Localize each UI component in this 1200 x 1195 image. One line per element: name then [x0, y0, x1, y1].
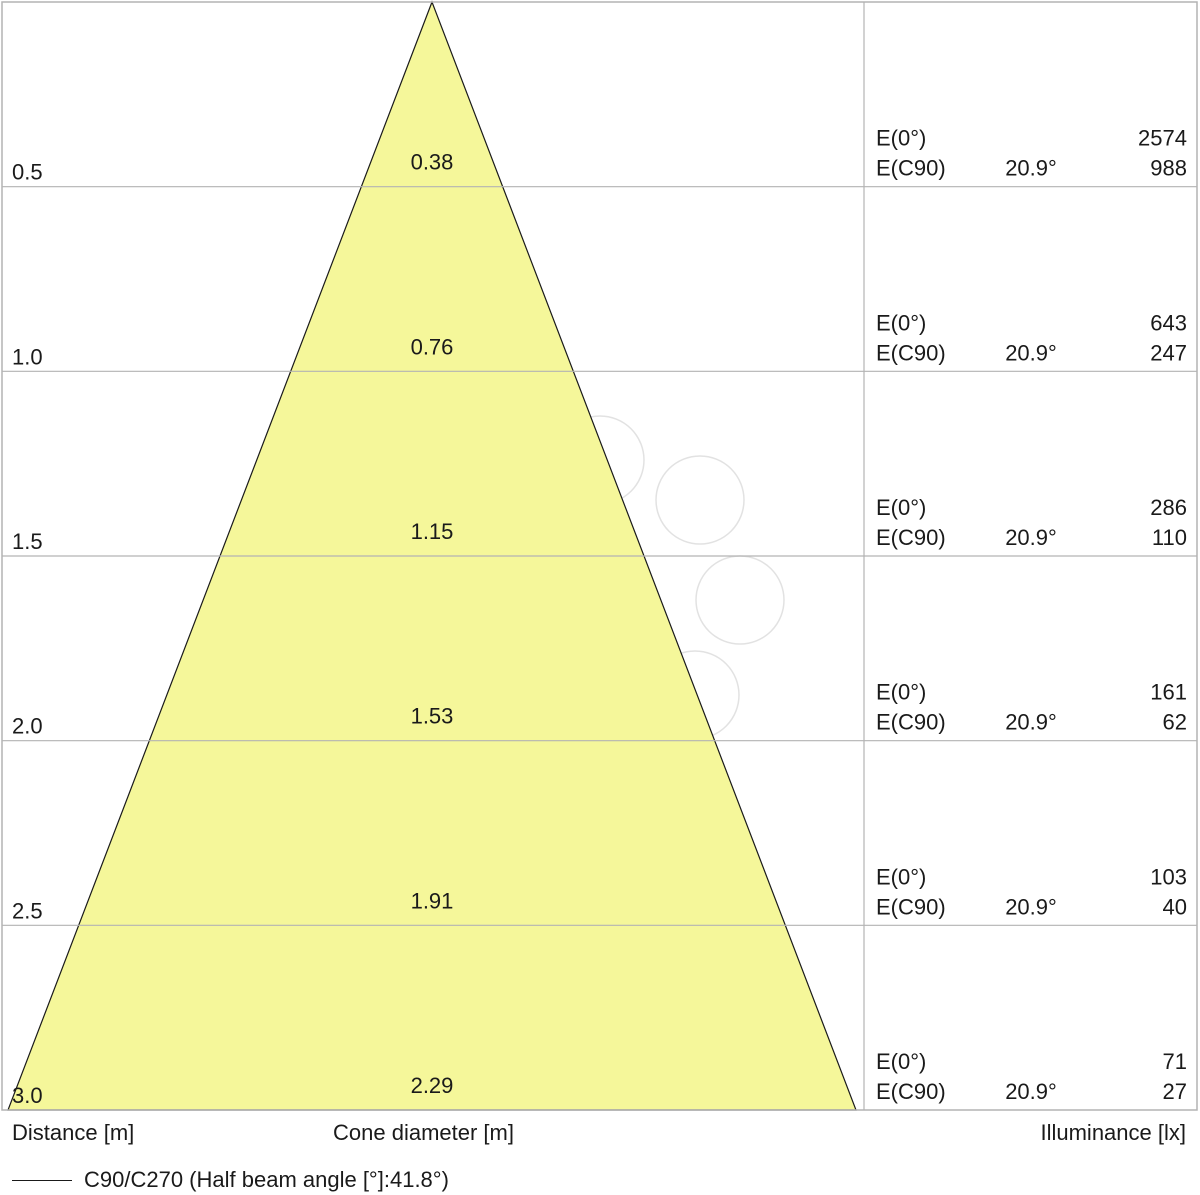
ec90-value: 27	[1163, 1079, 1187, 1104]
distance-axis-label: Distance [m]	[12, 1120, 135, 1145]
grid-lines	[1, 1, 1198, 1111]
half-angle-value: 20.9°	[1005, 1079, 1057, 1104]
half-angle-value: 20.9°	[1005, 710, 1057, 735]
ec90-value: 988	[1150, 156, 1187, 181]
legend-label-suffix: )	[441, 1167, 449, 1192]
cone-diameter-value: 1.91	[411, 888, 454, 913]
e0-value: 286	[1150, 495, 1187, 520]
legend: C90/C270 (Half beam angle [°]: 41.8°)	[12, 1166, 449, 1194]
e0-value: 71	[1163, 1049, 1187, 1074]
e0-label: E(0°)	[876, 495, 926, 520]
e0-label: E(0°)	[876, 126, 926, 151]
distance-tick-label: 0.5	[12, 160, 43, 185]
e0-value: 161	[1150, 680, 1187, 705]
half-angle-value: 20.9°	[1005, 156, 1057, 181]
legend-label-prefix: C90/C270 (Half beam angle [°]:	[84, 1167, 390, 1192]
e0-value: 103	[1150, 864, 1187, 889]
distance-tick-label: 1.5	[12, 529, 43, 554]
cone-diameter-value: 1.53	[411, 704, 454, 729]
half-angle-value: 20.9°	[1005, 525, 1057, 550]
legend-half-beam-angle: 41.8°	[389, 1167, 442, 1192]
cone-diagram: 0.5 0.38 E(0°) 2574 E(C90) 20.9° 988 1.0 0.76 E(0…	[1, 0, 1198, 1111]
cone-diameter-value: 0.76	[411, 334, 454, 359]
e0-value: 2574	[1138, 126, 1187, 151]
cone-diameter-value: 2.29	[411, 1073, 454, 1098]
distance-tick-label: 3.0	[12, 1083, 43, 1108]
ec90-label: E(C90)	[876, 710, 946, 735]
ec90-value: 110	[1152, 525, 1187, 550]
ec90-value: 247	[1150, 340, 1187, 365]
ec90-label: E(C90)	[876, 340, 946, 365]
row-labels: 0.5 0.38 E(0°) 2574 E(C90) 20.9° 988 1.0 0.76 E(0…	[12, 126, 1187, 1108]
e0-label: E(0°)	[876, 680, 926, 705]
half-angle-value: 20.9°	[1005, 894, 1057, 919]
cone-diameter-label: Cone diameter [m]	[333, 1120, 514, 1145]
distance-tick-label: 1.0	[12, 344, 43, 369]
cone-diameter-value: 1.15	[411, 519, 454, 544]
ec90-label: E(C90)	[876, 156, 946, 181]
distance-tick-label: 2.0	[12, 714, 43, 739]
e0-label: E(0°)	[876, 864, 926, 889]
e0-value: 643	[1150, 310, 1187, 335]
legend-line-swatch	[12, 1179, 72, 1181]
cone-diameter-value: 0.38	[411, 150, 454, 175]
ec90-label: E(C90)	[876, 1079, 946, 1104]
illuminance-label: Illuminance [lx]	[1040, 1120, 1186, 1145]
ec90-label: E(C90)	[876, 525, 946, 550]
half-angle-value: 20.9°	[1005, 340, 1057, 365]
ec90-value: 62	[1163, 710, 1187, 735]
e0-label: E(0°)	[876, 310, 926, 335]
ec90-label: E(C90)	[876, 894, 946, 919]
e0-label: E(0°)	[876, 1049, 926, 1074]
distance-tick-label: 2.5	[12, 898, 43, 923]
ec90-value: 40	[1163, 894, 1187, 919]
